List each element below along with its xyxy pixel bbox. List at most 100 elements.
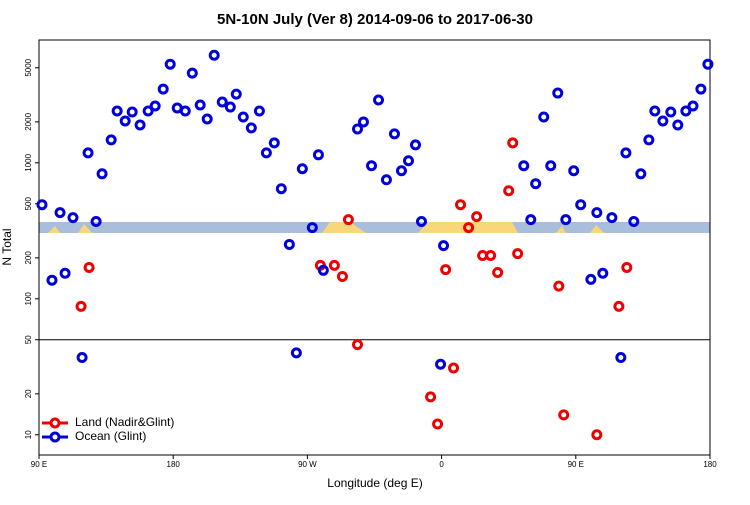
point xyxy=(628,216,640,228)
point xyxy=(440,264,452,276)
point xyxy=(507,137,519,149)
point xyxy=(352,339,364,351)
point xyxy=(186,67,198,79)
point xyxy=(54,207,66,219)
y-tick-label: 100 xyxy=(24,292,33,306)
point xyxy=(352,123,364,135)
point xyxy=(558,409,570,421)
map-strip xyxy=(39,222,710,233)
y-tick-label: 500 xyxy=(24,197,33,211)
point xyxy=(105,134,117,146)
point xyxy=(435,358,447,370)
point xyxy=(585,273,597,285)
point xyxy=(695,83,707,95)
point xyxy=(201,113,213,125)
point xyxy=(425,391,437,403)
point xyxy=(260,147,272,159)
point xyxy=(134,119,146,131)
legend: Land (Nadir&Glint)Ocean (Glint) xyxy=(42,415,174,443)
point xyxy=(90,216,102,228)
point xyxy=(36,199,48,211)
point xyxy=(553,280,565,292)
point xyxy=(317,264,329,276)
point xyxy=(75,300,87,312)
point xyxy=(328,259,340,271)
point xyxy=(485,250,497,262)
point xyxy=(111,105,123,117)
point xyxy=(179,105,191,117)
legend-label: Land (Nadir&Glint) xyxy=(75,415,174,429)
point xyxy=(568,165,580,177)
point xyxy=(615,352,627,364)
y-tick-label: 1000 xyxy=(24,153,33,171)
point xyxy=(410,139,422,151)
point xyxy=(518,160,530,172)
point xyxy=(237,111,249,123)
point xyxy=(657,115,669,127)
land-strip xyxy=(418,222,518,233)
point xyxy=(525,214,537,226)
point xyxy=(538,111,550,123)
point xyxy=(336,270,348,282)
x-tick-label: 90 E xyxy=(568,460,584,469)
point xyxy=(149,100,161,112)
point xyxy=(620,147,632,159)
point xyxy=(230,88,242,100)
point xyxy=(296,163,308,175)
point xyxy=(402,155,414,167)
y-axis-label: N Total xyxy=(0,228,14,265)
point xyxy=(46,274,58,286)
point xyxy=(415,216,427,228)
legend-label: Ocean (Glint) xyxy=(75,429,146,443)
point xyxy=(687,100,699,112)
y-tick-label: 5000 xyxy=(24,58,33,76)
point xyxy=(245,122,257,134)
ocean-strip xyxy=(39,222,710,233)
point xyxy=(643,134,655,146)
y-tick-label: 10 xyxy=(24,430,33,439)
point xyxy=(76,352,88,364)
point xyxy=(530,178,542,190)
point xyxy=(342,214,354,226)
point xyxy=(357,116,369,128)
x-tick-label: 180 xyxy=(167,460,181,469)
point xyxy=(665,106,677,118)
legend-marker xyxy=(49,417,61,429)
land-strip xyxy=(322,222,366,233)
point xyxy=(83,261,95,273)
point xyxy=(503,185,515,197)
point xyxy=(380,174,392,186)
point xyxy=(312,149,324,161)
y-tick-label: 20 xyxy=(24,389,33,398)
point xyxy=(283,238,295,250)
x-tick-label: 0 xyxy=(439,460,444,469)
point xyxy=(432,418,444,430)
x-tick-label: 90 E xyxy=(31,460,47,469)
chart-title: 5N-10N July (Ver 8) 2014-09-06 to 2017-0… xyxy=(217,11,533,28)
point xyxy=(591,207,603,219)
point xyxy=(126,106,138,118)
point xyxy=(471,211,483,223)
plot-frame xyxy=(38,39,711,456)
point xyxy=(545,160,557,172)
point xyxy=(142,105,154,117)
point xyxy=(591,429,603,441)
point xyxy=(157,83,169,95)
legend-marker xyxy=(49,431,61,443)
point xyxy=(606,212,618,224)
point xyxy=(224,101,236,113)
point xyxy=(448,362,460,374)
point xyxy=(492,267,504,279)
point xyxy=(119,115,131,127)
point xyxy=(208,49,220,61)
point xyxy=(366,160,378,172)
y-tick-label: 200 xyxy=(24,251,33,265)
point xyxy=(306,222,318,234)
point xyxy=(438,240,450,252)
point xyxy=(575,199,587,211)
point xyxy=(82,147,94,159)
point xyxy=(463,222,475,234)
point xyxy=(275,183,287,195)
